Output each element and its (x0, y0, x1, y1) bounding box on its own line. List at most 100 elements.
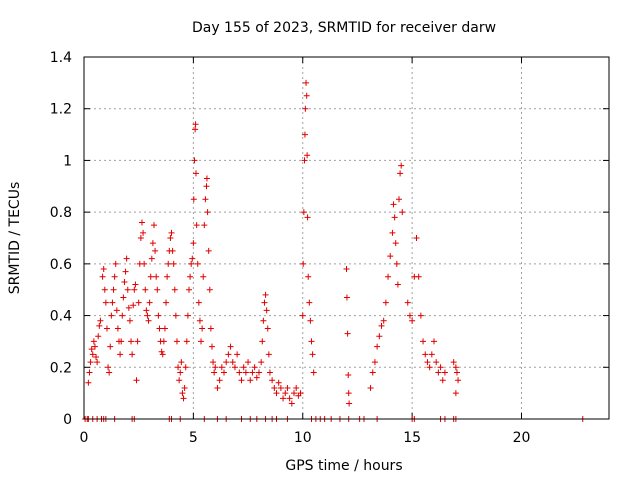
data-point (266, 369, 273, 376)
data-point (110, 286, 117, 293)
data-point (389, 229, 396, 236)
data-point (87, 359, 94, 366)
data-point (307, 317, 314, 324)
data-point (269, 377, 276, 384)
data-point (143, 307, 150, 314)
data-point (129, 351, 136, 358)
data-point (303, 79, 310, 86)
data-point (176, 377, 183, 384)
data-point (238, 377, 245, 384)
data-point (265, 351, 272, 358)
data-point (173, 338, 180, 345)
data-point (112, 260, 119, 267)
data-point (182, 364, 189, 371)
data-point (109, 299, 116, 306)
data-point (147, 273, 154, 280)
data-point (89, 351, 96, 358)
data-point (140, 229, 147, 236)
data-point (192, 126, 199, 133)
data-point (369, 369, 376, 376)
data-point (103, 325, 110, 332)
data-point (300, 260, 307, 267)
data-point (260, 317, 267, 324)
data-point (304, 214, 311, 221)
data-point (293, 384, 300, 391)
data-point (118, 338, 125, 345)
data-point (141, 260, 148, 267)
data-point (171, 286, 178, 293)
data-point (172, 312, 179, 319)
data-point (135, 299, 142, 306)
data-point (130, 302, 137, 309)
data-point (170, 260, 177, 267)
data-point (119, 312, 126, 319)
data-point (291, 390, 297, 397)
data-point (142, 286, 149, 293)
data-point (302, 105, 309, 112)
data-point (263, 307, 270, 314)
data-point (184, 312, 191, 319)
data-point (231, 364, 238, 371)
data-point (144, 312, 151, 319)
data-point (299, 312, 306, 319)
data-point (97, 317, 104, 324)
data-point (245, 359, 252, 366)
data-point (303, 92, 310, 99)
data-point (123, 255, 130, 262)
data-point (206, 286, 213, 293)
data-point (163, 299, 170, 306)
data-point (207, 325, 214, 332)
chart-title: Day 155 of 2023, SRMTID for receiver dar… (192, 20, 496, 36)
data-point (211, 369, 218, 376)
data-point (376, 333, 383, 340)
data-point (167, 235, 174, 241)
data-point (452, 390, 459, 397)
data-point (234, 351, 241, 358)
data-point (218, 364, 225, 371)
data-point (186, 286, 192, 293)
data-point (114, 325, 121, 332)
data-point (306, 299, 313, 306)
data-point (193, 222, 200, 229)
data-point (280, 395, 287, 402)
data-point (261, 299, 268, 306)
data-point (251, 364, 258, 371)
data-point (282, 390, 289, 397)
data-point (85, 379, 92, 386)
data-point (264, 325, 271, 332)
data-point (201, 222, 208, 229)
data-point (221, 369, 227, 376)
data-point (196, 317, 203, 324)
data-point (300, 209, 307, 216)
data-point (96, 322, 103, 329)
data-point (378, 322, 385, 329)
data-point (304, 152, 311, 159)
data-point (106, 369, 113, 376)
data-point (155, 312, 162, 319)
data-point (450, 359, 457, 366)
data-point (107, 343, 114, 350)
x-axis-label: GPS time / hours (285, 458, 402, 474)
data-point (198, 338, 205, 345)
data-point (156, 325, 163, 332)
data-point (452, 364, 459, 371)
data-point (128, 338, 135, 345)
data-point (406, 312, 413, 319)
data-point (133, 377, 140, 384)
y-tick-label: 0.2 (50, 360, 72, 376)
data-point (111, 273, 118, 280)
x-tick-label: 20 (513, 430, 531, 446)
data-point (131, 286, 138, 293)
data-point (188, 260, 195, 267)
data-point (160, 338, 167, 345)
data-point (102, 299, 109, 306)
y-tick-label: 0.4 (50, 309, 72, 325)
data-point (343, 266, 350, 273)
data-point (431, 338, 437, 345)
data-point (95, 333, 102, 340)
data-point (301, 157, 308, 164)
data-point (187, 273, 194, 280)
data-point (441, 369, 448, 376)
data-point (120, 294, 127, 301)
